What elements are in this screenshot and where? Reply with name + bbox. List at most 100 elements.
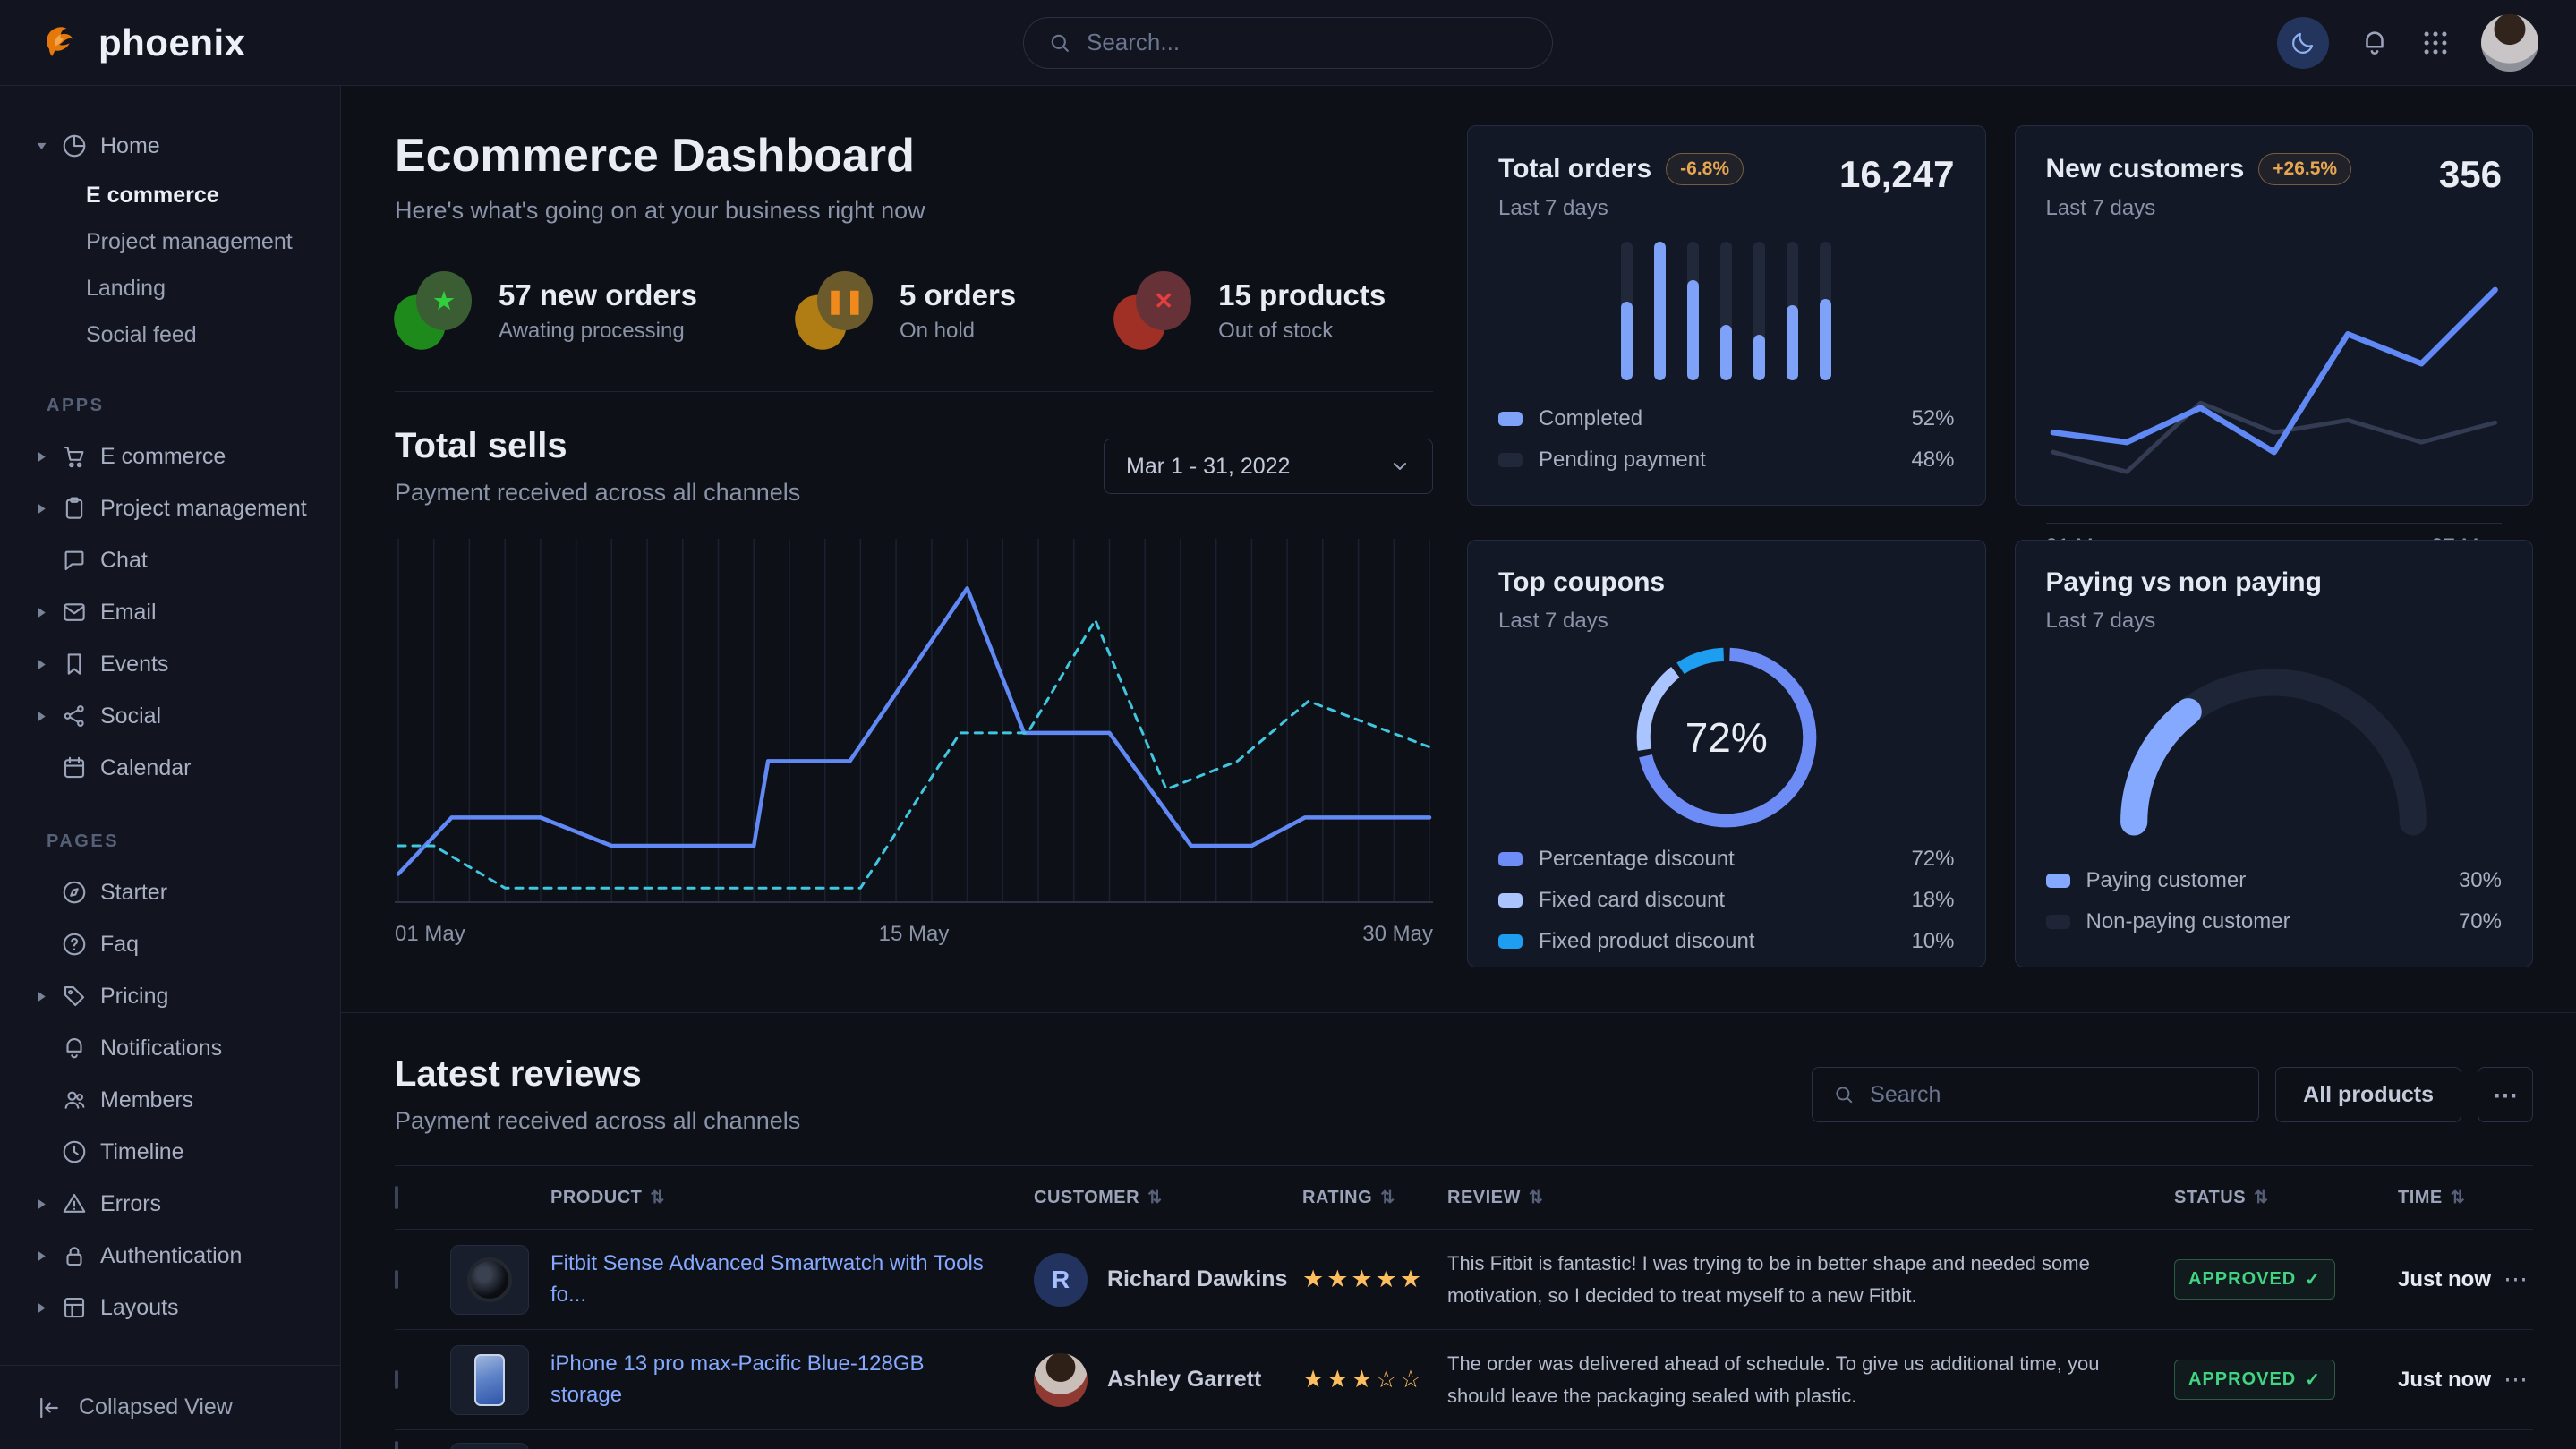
table-row xyxy=(395,1430,2533,1449)
card-value: 356 xyxy=(2438,153,2502,195)
column-header-time[interactable]: TIME ⇅ xyxy=(2398,1188,2498,1208)
row-checkbox[interactable] xyxy=(395,1269,398,1289)
row-more-button[interactable]: ⋯ xyxy=(2503,1366,2528,1393)
product-thumbnail[interactable] xyxy=(450,1244,529,1315)
sidebar-nav: Home E commerce Project management Landing S… xyxy=(0,86,340,1365)
sidebar-item-e-commerce[interactable]: E commerce xyxy=(36,172,322,218)
alert-triangle-icon xyxy=(59,1190,90,1217)
legend-label: Percentage discount xyxy=(1539,847,1735,871)
sort-icon[interactable]: ⇅ xyxy=(1380,1188,1395,1207)
legend-label: Paying customer xyxy=(2086,868,2247,892)
orders-legend: Completed 52% Pending payment 48% xyxy=(1498,401,1955,478)
change-badge: -6.8% xyxy=(1666,153,1744,185)
row-more-button[interactable]: ⋯ xyxy=(2503,1266,2528,1292)
product-link[interactable]: iPhone 13 pro max-Pacific Blue-128GB sto… xyxy=(550,1351,925,1407)
sidebar-item-label: Notifications xyxy=(100,1035,223,1061)
sidebar-item-chat[interactable]: Chat xyxy=(36,534,322,586)
column-header-customer[interactable]: CUSTOMER ⇅ xyxy=(1034,1188,1302,1208)
sidebar-item-members[interactable]: Members xyxy=(36,1074,322,1126)
legend-row: Non-paying customer 70% xyxy=(2045,904,2502,940)
stat-value: 15 products xyxy=(1218,277,1386,311)
column-header-product[interactable]: PRODUCT ⇅ xyxy=(550,1188,1034,1208)
order-bar xyxy=(1720,242,1733,380)
product-thumbnail[interactable] xyxy=(450,1344,529,1415)
sidebar-item-label: Social xyxy=(100,703,162,729)
navbar-search-input[interactable] xyxy=(1087,29,1529,56)
stat-item: ✕ 15 products Out of stock xyxy=(1108,271,1386,355)
sort-icon[interactable]: ⇅ xyxy=(1528,1188,1544,1207)
apps-grid-button[interactable] xyxy=(2420,28,2451,58)
sidebar-item-email[interactable]: Email xyxy=(36,586,322,638)
product-link[interactable]: Fitbit Sense Advanced Smartwatch with To… xyxy=(550,1250,984,1307)
sidebar-item-label: Errors xyxy=(100,1190,162,1216)
column-header-review[interactable]: REVIEW ⇅ xyxy=(1447,1188,2174,1208)
divider xyxy=(395,391,1433,392)
sidebar-item-project-management[interactable]: Project management xyxy=(36,218,322,265)
column-header-status[interactable]: STATUS ⇅ xyxy=(2174,1188,2398,1208)
caret-right-icon xyxy=(36,658,59,671)
all-products-button[interactable]: All products xyxy=(2275,1067,2461,1122)
sidebar-item-e-commerce[interactable]: E commerce xyxy=(36,430,322,482)
navbar-search[interactable] xyxy=(1023,16,1553,69)
sort-icon[interactable]: ⇅ xyxy=(1147,1188,1163,1207)
reviews-search-input[interactable] xyxy=(1870,1081,2239,1108)
sidebar-item-layouts[interactable]: Layouts xyxy=(36,1282,322,1334)
collapse-view-button[interactable]: Collapsed View xyxy=(36,1394,233,1421)
sidebar-item-starter[interactable]: Starter xyxy=(36,866,322,918)
date-range-select[interactable]: Mar 1 - 31, 2022 xyxy=(1104,439,1433,494)
sidebar-item-label: Email xyxy=(100,599,157,625)
pause-badge-icon: ❚❚ xyxy=(789,271,874,355)
caret-right-icon xyxy=(36,710,59,723)
notifications-button[interactable] xyxy=(2359,28,2390,58)
check-icon: ✓ xyxy=(2305,1270,2322,1290)
sort-icon[interactable]: ⇅ xyxy=(2254,1188,2269,1207)
reviews-search[interactable] xyxy=(1812,1067,2260,1122)
tag-icon xyxy=(59,983,90,1010)
product-thumb-cell xyxy=(450,1443,550,1449)
legend-row: Completed 52% xyxy=(1498,401,1955,437)
sidebar-item-calendar[interactable]: Calendar xyxy=(36,742,322,794)
watch-image xyxy=(467,1257,512,1302)
sidebar-item-notifications[interactable]: Notifications xyxy=(36,1022,322,1074)
caret-right-icon xyxy=(36,1198,59,1211)
sidebar-item-landing[interactable]: Landing xyxy=(36,265,322,311)
column-header-rating[interactable]: RATING ⇅ xyxy=(1302,1188,1447,1208)
check-icon: ✓ xyxy=(2305,1370,2322,1390)
brand[interactable]: phoenix xyxy=(38,17,342,68)
caret-down-icon xyxy=(36,140,59,153)
order-bar xyxy=(1787,242,1799,380)
sidebar-item-events[interactable]: Events xyxy=(36,638,322,690)
reviews-table: PRODUCT ⇅ CUSTOMER ⇅ RATING ⇅ REVIEW ⇅ STATU… xyxy=(395,1165,2533,1449)
stat-item: ★ 57 new orders Awating processing xyxy=(388,271,697,355)
total-sells-title: Total sells xyxy=(395,426,567,465)
users-icon xyxy=(59,1087,90,1113)
status-badge: APPROVED ✓ xyxy=(2174,1360,2336,1400)
row-checkbox[interactable] xyxy=(395,1369,398,1389)
sidebar-item-errors[interactable]: Errors xyxy=(36,1178,322,1230)
row-select-cell xyxy=(395,1269,450,1289)
lock-icon xyxy=(59,1242,90,1269)
paying-gauge-chart xyxy=(2046,634,2503,863)
legend-swatch xyxy=(1498,453,1523,467)
sidebar-item-authentication[interactable]: Authentication xyxy=(36,1230,322,1282)
sort-icon[interactable]: ⇅ xyxy=(650,1188,665,1207)
caret-right-icon xyxy=(36,1249,59,1263)
row-checkbox[interactable] xyxy=(395,1441,398,1449)
sidebar-item-pricing[interactable]: Pricing xyxy=(36,970,322,1022)
legend-value: 72% xyxy=(1911,847,1955,871)
sidebar-item-timeline[interactable]: Timeline xyxy=(36,1126,322,1178)
sidebar-item-social[interactable]: Social xyxy=(36,690,322,742)
customer-name: Richard Dawkins xyxy=(1107,1266,1288,1291)
product-cell: iPhone 13 pro max-Pacific Blue-128GB sto… xyxy=(550,1349,1034,1411)
theme-toggle-button[interactable] xyxy=(2277,16,2329,69)
sidebar-item-social-feed[interactable]: Social feed xyxy=(36,311,322,358)
user-avatar[interactable] xyxy=(2481,13,2538,72)
sort-icon[interactable]: ⇅ xyxy=(2450,1188,2466,1207)
sidebar-item-faq[interactable]: Faq xyxy=(36,918,322,970)
sidebar-item-project-management[interactable]: Project management xyxy=(36,482,322,534)
sidebar-item-home[interactable]: Home xyxy=(36,120,322,172)
select-all-checkbox[interactable] xyxy=(395,1185,398,1209)
mail-icon xyxy=(59,599,90,626)
reviews-more-button[interactable]: ⋯ xyxy=(2478,1067,2533,1122)
card-title: Top coupons xyxy=(1498,567,1666,597)
